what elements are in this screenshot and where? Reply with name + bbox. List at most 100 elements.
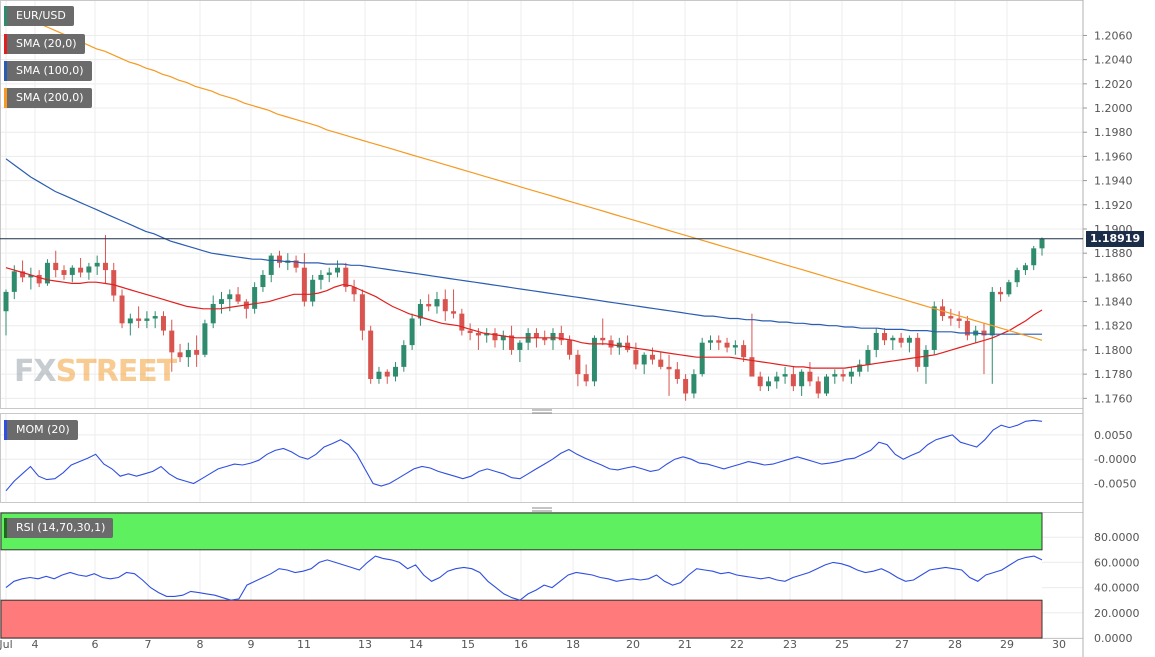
candle-body[interactable]	[583, 374, 589, 382]
rsi-panel[interactable]	[0, 512, 1043, 639]
candle-body[interactable]	[575, 354, 581, 375]
candle-body[interactable]	[442, 299, 448, 312]
candle-body[interactable]	[608, 340, 614, 348]
candle-body[interactable]	[591, 337, 597, 382]
candle-body[interactable]	[716, 340, 722, 343]
candle-body[interactable]	[707, 340, 713, 343]
candle-body[interactable]	[550, 333, 556, 341]
candle-body[interactable]	[351, 287, 357, 295]
candle-body[interactable]	[807, 371, 813, 382]
candle-body[interactable]	[310, 279, 316, 302]
candle-body[interactable]	[558, 333, 564, 341]
candle-body[interactable]	[749, 357, 755, 377]
candle-body[interactable]	[848, 371, 854, 377]
candle-body[interactable]	[318, 274, 324, 280]
candle-body[interactable]	[641, 354, 647, 365]
candle-body[interactable]	[815, 381, 821, 394]
candle-body[interactable]	[616, 342, 622, 348]
candle-body[interactable]	[1031, 248, 1037, 266]
candle-body[interactable]	[301, 267, 307, 302]
candle-body[interactable]	[393, 366, 399, 377]
candle-body[interactable]	[1014, 270, 1020, 283]
candle-body[interactable]	[260, 274, 266, 288]
candle-body[interactable]	[20, 271, 26, 278]
candle-body[interactable]	[127, 318, 133, 324]
candle-body[interactable]	[567, 340, 573, 355]
candle-body[interactable]	[102, 262, 108, 271]
candle-body[interactable]	[699, 342, 705, 375]
candle-body[interactable]	[649, 354, 655, 360]
legend-eurusd[interactable]: EUR/USD	[4, 6, 74, 26]
candle-body[interactable]	[824, 376, 830, 394]
candle-body[interactable]	[335, 267, 341, 273]
candle-body[interactable]	[409, 318, 415, 346]
candle-body[interactable]	[956, 318, 962, 321]
candle-body[interactable]	[11, 271, 17, 292]
candle-body[interactable]	[898, 337, 904, 343]
candle-body[interactable]	[915, 337, 921, 367]
candle-body[interactable]	[235, 294, 241, 302]
candle-body[interactable]	[144, 318, 150, 321]
candle-body[interactable]	[194, 349, 200, 355]
candle-body[interactable]	[989, 291, 995, 336]
candle-body[interactable]	[948, 316, 954, 319]
candle-body[interactable]	[326, 272, 332, 275]
candle-body[interactable]	[857, 364, 863, 372]
candle-body[interactable]	[36, 274, 42, 284]
candle-body[interactable]	[44, 262, 50, 284]
candle-body[interactable]	[368, 330, 374, 379]
candle-body[interactable]	[633, 349, 639, 365]
candle-body[interactable]	[218, 299, 224, 304]
candle-body[interactable]	[782, 374, 788, 377]
candle-body[interactable]	[268, 255, 274, 275]
candle-body[interactable]	[600, 337, 606, 341]
candle-body[interactable]	[111, 270, 117, 296]
candle-body[interactable]	[741, 345, 747, 358]
candle-body[interactable]	[964, 320, 970, 336]
candle-body[interactable]	[832, 374, 838, 377]
candle-body[interactable]	[674, 369, 680, 379]
candle-body[interactable]	[177, 352, 183, 358]
price-panel[interactable]	[0, 9, 1083, 401]
candle-body[interactable]	[277, 255, 283, 263]
candle-body[interactable]	[1022, 265, 1028, 271]
candle-body[interactable]	[169, 330, 175, 353]
candle-body[interactable]	[666, 366, 672, 370]
candle-body[interactable]	[293, 260, 299, 268]
candle-body[interactable]	[625, 342, 631, 350]
candle-body[interactable]	[517, 342, 523, 350]
candle-body[interactable]	[451, 311, 457, 314]
candle-body[interactable]	[459, 313, 465, 331]
candle-body[interactable]	[227, 294, 233, 300]
candle-body[interactable]	[119, 295, 125, 324]
candle-body[interactable]	[882, 333, 888, 341]
candle-body[interactable]	[53, 262, 59, 271]
candle-body[interactable]	[202, 323, 208, 355]
candle-body[interactable]	[185, 349, 191, 358]
candle-body[interactable]	[152, 316, 158, 319]
candle-body[interactable]	[359, 294, 365, 331]
candle-body[interactable]	[61, 270, 67, 275]
candle-body[interactable]	[840, 374, 846, 377]
candle-body[interactable]	[691, 374, 697, 394]
candle-body[interactable]	[533, 333, 539, 338]
candle-body[interactable]	[998, 291, 1004, 295]
candle-body[interactable]	[252, 287, 258, 309]
candle-body[interactable]	[906, 337, 912, 343]
candle-body[interactable]	[724, 342, 730, 348]
candle-body[interactable]	[500, 335, 506, 341]
candle-body[interactable]	[475, 333, 481, 336]
candle-body[interactable]	[658, 359, 664, 367]
candle-body[interactable]	[94, 262, 100, 267]
candle-body[interactable]	[69, 267, 75, 275]
candle-body[interactable]	[683, 378, 689, 394]
candle-body[interactable]	[417, 303, 423, 319]
candle-body[interactable]	[931, 306, 937, 350]
candle-body[interactable]	[873, 333, 879, 350]
candle-body[interactable]	[765, 381, 771, 387]
candle-body[interactable]	[865, 349, 871, 365]
candle-body[interactable]	[542, 337, 548, 341]
legend-sma200[interactable]: SMA (200,0)	[4, 88, 92, 108]
candle-body[interactable]	[78, 267, 84, 273]
candle-body[interactable]	[434, 299, 440, 307]
